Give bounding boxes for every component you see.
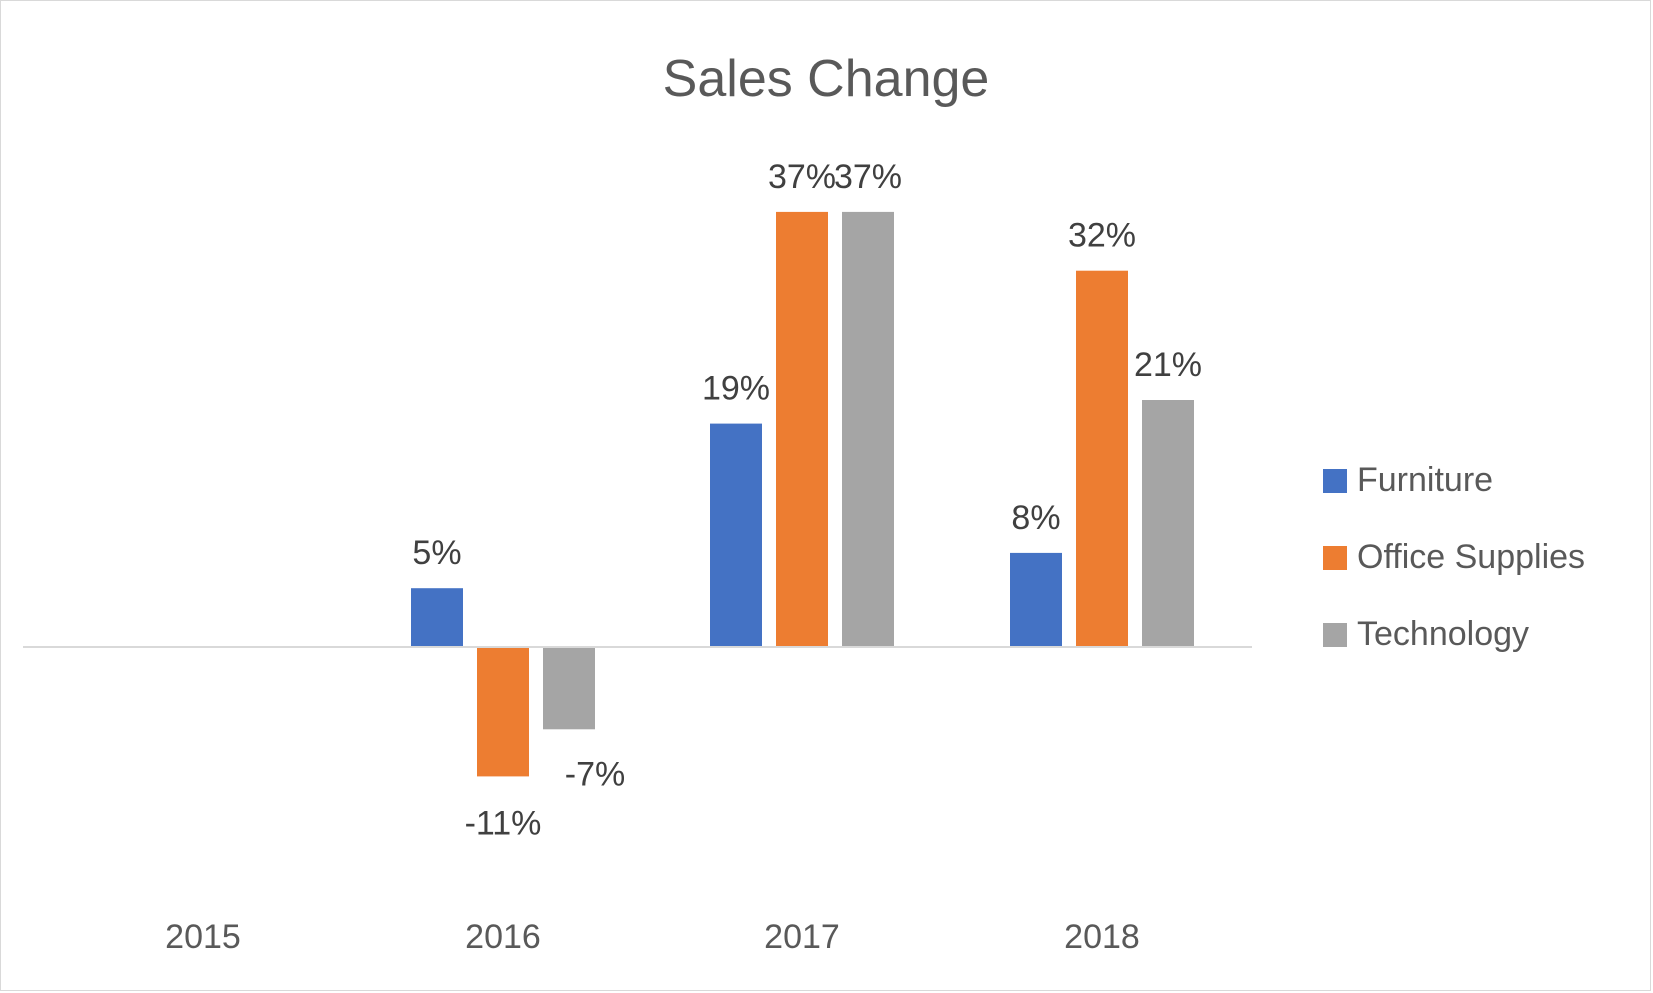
data-label-office-supplies-2017: 37%	[768, 158, 836, 196]
data-labels-layer: 5% 19% 8% -11% 37% 32% -7% 37% 21%	[412, 158, 1202, 843]
legend: Furniture Office Supplies Technology	[1323, 461, 1585, 653]
bar-furniture-2017	[710, 423, 762, 647]
data-label-furniture-2017: 19%	[702, 370, 770, 408]
bar-technology-2016	[543, 647, 595, 730]
bars-layer	[411, 211, 1194, 777]
data-label-technology-2017: 37%	[834, 158, 902, 196]
legend-swatch-furniture	[1323, 469, 1347, 493]
chart-title: Sales Change	[663, 50, 990, 108]
data-label-office-supplies-2016: -11%	[465, 804, 542, 842]
bar-furniture-2016	[411, 588, 463, 647]
legend-swatch-technology	[1323, 623, 1347, 647]
data-label-technology-2018: 21%	[1134, 346, 1202, 384]
data-label-technology-2016: -7%	[565, 755, 625, 793]
x-tick-label: 2016	[465, 918, 541, 956]
bar-technology-2017	[842, 211, 894, 647]
data-label-furniture-2018: 8%	[1011, 499, 1060, 537]
bar-office-supplies-2018	[1076, 270, 1128, 647]
data-label-furniture-2016: 5%	[412, 534, 461, 572]
bar-technology-2018	[1142, 400, 1194, 647]
legend-label-office-supplies: Office Supplies	[1357, 538, 1585, 576]
x-axis-tick-labels: 2015 2016 2017 2018	[165, 918, 1140, 956]
x-tick-label: 2017	[764, 918, 840, 956]
x-tick-label: 2018	[1064, 918, 1140, 956]
legend-swatch-office-supplies	[1323, 546, 1347, 570]
legend-label-technology: Technology	[1357, 615, 1529, 653]
bar-furniture-2018	[1010, 552, 1062, 647]
legend-item-furniture: Furniture	[1323, 461, 1493, 499]
bar-office-supplies-2017	[776, 211, 828, 647]
legend-label-furniture: Furniture	[1357, 461, 1493, 499]
bar-office-supplies-2016	[477, 647, 529, 777]
x-tick-label: 2015	[165, 918, 241, 956]
legend-item-technology: Technology	[1323, 615, 1529, 653]
data-label-office-supplies-2018: 32%	[1068, 217, 1136, 255]
legend-item-office-supplies: Office Supplies	[1323, 538, 1585, 576]
